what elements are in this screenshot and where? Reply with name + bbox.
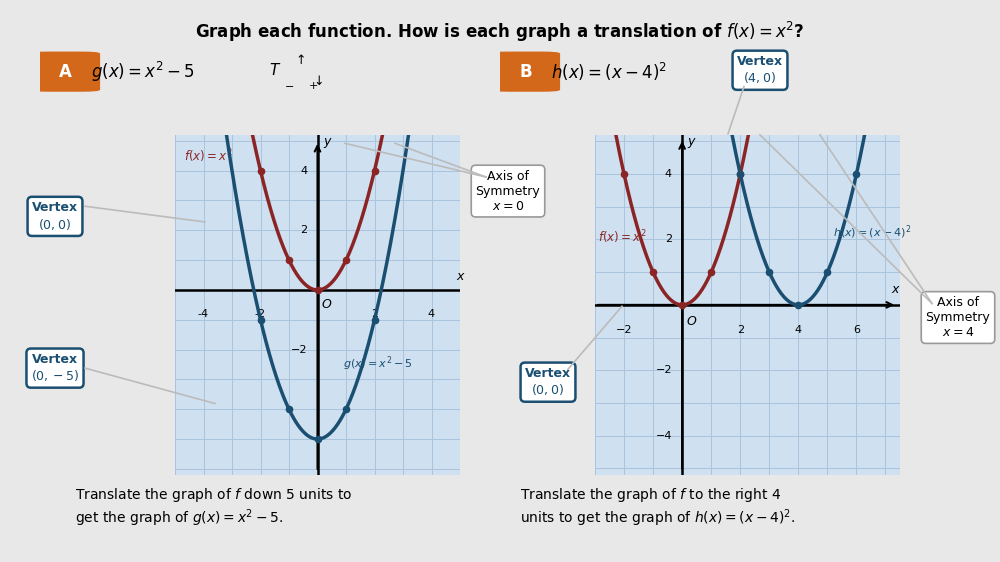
Text: $y$: $y$ [323,137,332,150]
Text: 2: 2 [737,325,744,335]
Text: $-$: $-$ [284,80,294,90]
Text: Axis of
Symmetry
$x = 4$: Axis of Symmetry $x = 4$ [926,296,990,339]
Text: 2: 2 [371,309,378,319]
Text: Vertex
$(0, 0)$: Vertex $(0, 0)$ [525,367,571,397]
Text: B: B [519,62,532,81]
Text: $h(x) = (x - 4)^2$: $h(x) = (x - 4)^2$ [551,61,667,83]
Text: Translate the graph of $f$ to the right 4
units to get the graph of $h(x) = (x -: Translate the graph of $f$ to the right … [520,486,795,529]
Text: $f(x) = x^2$: $f(x) = x^2$ [184,148,232,165]
Text: $g(x) = x^2 - 5$: $g(x) = x^2 - 5$ [91,60,194,84]
Text: 4: 4 [795,325,802,335]
Text: 2: 2 [300,225,308,235]
FancyBboxPatch shape [31,52,99,91]
Text: $f(x) = x^2$: $f(x) = x^2$ [598,229,647,247]
Text: Graph each function. How is each graph a translation of $f(x) = x^2$?: Graph each function. How is each graph a… [195,20,805,44]
Text: 4: 4 [428,309,435,319]
Text: -2: -2 [255,309,266,319]
Text: $T$: $T$ [269,62,281,78]
Text: $y$: $y$ [687,137,697,151]
Text: $O$: $O$ [686,315,697,328]
Text: −2: −2 [655,365,672,375]
Text: $O$: $O$ [321,298,332,311]
Text: $g(x) = x^2 - 5$: $g(x) = x^2 - 5$ [343,354,413,373]
Text: Translate the graph of $f$ down 5 units to
get the graph of $g(x) = x^2 - 5$.: Translate the graph of $f$ down 5 units … [75,486,352,529]
Text: $x$: $x$ [456,270,466,283]
Text: Vertex
$(4, 0)$: Vertex $(4, 0)$ [737,55,783,85]
Text: 4: 4 [665,169,672,179]
Text: −4: −4 [655,430,672,441]
Text: Axis of
Symmetry
$x = 0$: Axis of Symmetry $x = 0$ [476,170,540,212]
Text: 2: 2 [665,234,672,244]
Text: Vertex
$(0, 0)$: Vertex $(0, 0)$ [32,201,78,232]
Text: $+$: $+$ [308,80,318,90]
Text: 6: 6 [853,325,860,335]
Text: A: A [59,62,72,81]
Text: Vertex
$(0, -5)$: Vertex $(0, -5)$ [31,353,79,383]
FancyBboxPatch shape [491,52,559,91]
Text: $\uparrow$: $\uparrow$ [293,53,305,67]
Text: 4: 4 [300,166,308,176]
Text: $\downarrow$: $\downarrow$ [311,74,323,88]
Text: $x$: $x$ [891,283,901,296]
Text: -4: -4 [198,309,209,319]
Text: $h(x) = (x - 4)^2$: $h(x) = (x - 4)^2$ [833,224,911,241]
Text: −2: −2 [616,325,632,335]
Text: −2: −2 [291,345,308,355]
